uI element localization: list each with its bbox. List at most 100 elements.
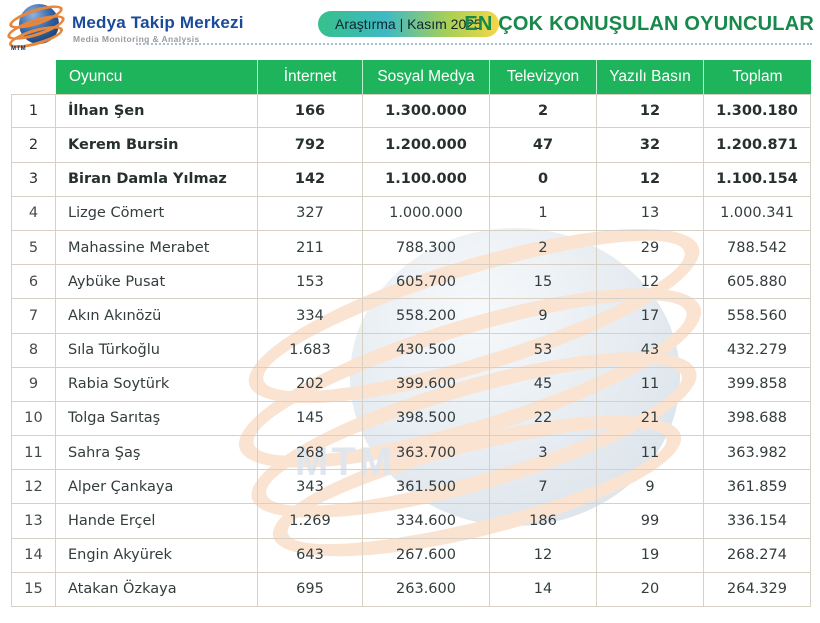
print-press-cell: 17 — [597, 299, 704, 334]
total-cell: 399.858 — [704, 367, 811, 402]
print-press-cell: 43 — [597, 333, 704, 368]
internet-cell: 268 — [258, 436, 363, 471]
rank-cell: 11 — [11, 436, 56, 471]
rank-cell: 4 — [11, 196, 56, 231]
print-press-cell: 12 — [597, 162, 704, 197]
television-cell: 14 — [490, 572, 597, 607]
brand-tagline: Media Monitoring & Analysis — [73, 34, 200, 44]
actor-name-cell: Kerem Bursin — [56, 128, 258, 163]
television-cell: 22 — [490, 401, 597, 437]
print-press-cell: 12 — [597, 265, 704, 300]
rank-cell: 14 — [11, 538, 56, 573]
social-media-cell: 788.300 — [363, 230, 490, 266]
social-media-cell: 1.100.000 — [363, 162, 490, 197]
column-header-total: Toplam — [704, 60, 811, 95]
total-cell: 1.200.871 — [704, 128, 811, 163]
print-press-cell: 13 — [597, 196, 704, 231]
actor-name-cell: Alper Çankaya — [56, 470, 258, 505]
internet-cell: 153 — [258, 265, 363, 300]
total-cell: 1.100.154 — [704, 162, 811, 197]
internet-cell: 792 — [258, 128, 363, 163]
page-title: EN ÇOK KONUŞULAN OYUNCULAR — [464, 13, 814, 35]
social-media-cell: 399.600 — [363, 367, 490, 402]
total-cell: 432.279 — [704, 333, 811, 368]
internet-cell: 334 — [258, 299, 363, 334]
total-cell: 788.542 — [704, 230, 811, 266]
rank-cell: 8 — [11, 333, 56, 368]
total-cell: 1.000.341 — [704, 196, 811, 231]
header-divider — [136, 43, 812, 45]
logo-text: MTM — [11, 46, 27, 52]
print-press-cell: 21 — [597, 401, 704, 437]
total-cell: 558.560 — [704, 299, 811, 334]
print-press-cell: 11 — [597, 436, 704, 471]
actor-name-cell: Rabia Soytürk — [56, 367, 258, 402]
mtm-logo-icon: MTM — [4, 0, 68, 53]
internet-cell: 202 — [258, 367, 363, 402]
ranking-table: Oyuncu İnternet Sosyal Medya Televizyon … — [11, 60, 811, 607]
rank-cell: 2 — [11, 128, 56, 163]
television-cell: 186 — [490, 504, 597, 539]
social-media-cell: 430.500 — [363, 333, 490, 368]
rank-cell: 10 — [11, 401, 56, 437]
total-cell: 1.300.180 — [704, 94, 811, 129]
internet-cell: 1.269 — [258, 504, 363, 539]
total-cell: 268.274 — [704, 538, 811, 573]
television-cell: 53 — [490, 333, 597, 368]
column-header-social-media: Sosyal Medya — [363, 60, 490, 95]
social-media-cell: 1.000.000 — [363, 196, 490, 231]
social-media-cell: 1.300.000 — [363, 94, 490, 129]
television-cell: 1 — [490, 196, 597, 231]
social-media-cell: 334.600 — [363, 504, 490, 539]
social-media-cell: 558.200 — [363, 299, 490, 334]
globe-icon — [19, 4, 59, 44]
rank-cell: 3 — [11, 162, 56, 197]
table-corner-cell — [11, 60, 56, 94]
print-press-cell: 99 — [597, 504, 704, 539]
rank-cell: 6 — [11, 265, 56, 300]
actor-name-cell: Hande Erçel — [56, 504, 258, 539]
total-cell: 605.880 — [704, 265, 811, 300]
rank-cell: 13 — [11, 504, 56, 539]
total-cell: 361.859 — [704, 470, 811, 505]
social-media-cell: 363.700 — [363, 436, 490, 471]
social-media-cell: 267.600 — [363, 538, 490, 573]
rank-cell: 15 — [11, 572, 56, 607]
social-media-cell: 605.700 — [363, 265, 490, 300]
rank-cell: 12 — [11, 470, 56, 505]
print-press-cell: 32 — [597, 128, 704, 163]
rank-cell: 7 — [11, 299, 56, 334]
internet-cell: 211 — [258, 230, 363, 266]
actor-name-cell: Engin Akyürek — [56, 538, 258, 573]
column-header-print-press: Yazılı Basın — [597, 60, 704, 95]
actor-name-cell: İlhan Şen — [56, 94, 258, 129]
internet-cell: 327 — [258, 196, 363, 231]
actor-name-cell: Biran Damla Yılmaz — [56, 162, 258, 197]
print-press-cell: 20 — [597, 572, 704, 607]
television-cell: 47 — [490, 128, 597, 163]
column-header-internet: İnternet — [258, 60, 363, 95]
television-cell: 45 — [490, 367, 597, 402]
print-press-cell: 29 — [597, 230, 704, 266]
television-cell: 12 — [490, 538, 597, 573]
column-header-television: Televizyon — [490, 60, 597, 95]
print-press-cell: 12 — [597, 94, 704, 129]
print-press-cell: 19 — [597, 538, 704, 573]
internet-cell: 343 — [258, 470, 363, 505]
rank-cell: 9 — [11, 367, 56, 402]
actor-name-cell: Mahassine Merabet — [56, 230, 258, 266]
internet-cell: 166 — [258, 94, 363, 129]
research-period-badge: Araştırma | Kasım 2025 — [318, 11, 499, 37]
print-press-cell: 11 — [597, 367, 704, 402]
actor-name-cell: Aybüke Pusat — [56, 265, 258, 300]
actor-name-cell: Atakan Özkaya — [56, 572, 258, 607]
total-cell: 336.154 — [704, 504, 811, 539]
actor-name-cell: Sahra Şaş — [56, 436, 258, 471]
internet-cell: 695 — [258, 572, 363, 607]
internet-cell: 145 — [258, 401, 363, 437]
television-cell: 0 — [490, 162, 597, 197]
actor-name-cell: Akın Akınözü — [56, 299, 258, 334]
rank-cell: 1 — [11, 94, 56, 129]
television-cell: 2 — [490, 94, 597, 129]
